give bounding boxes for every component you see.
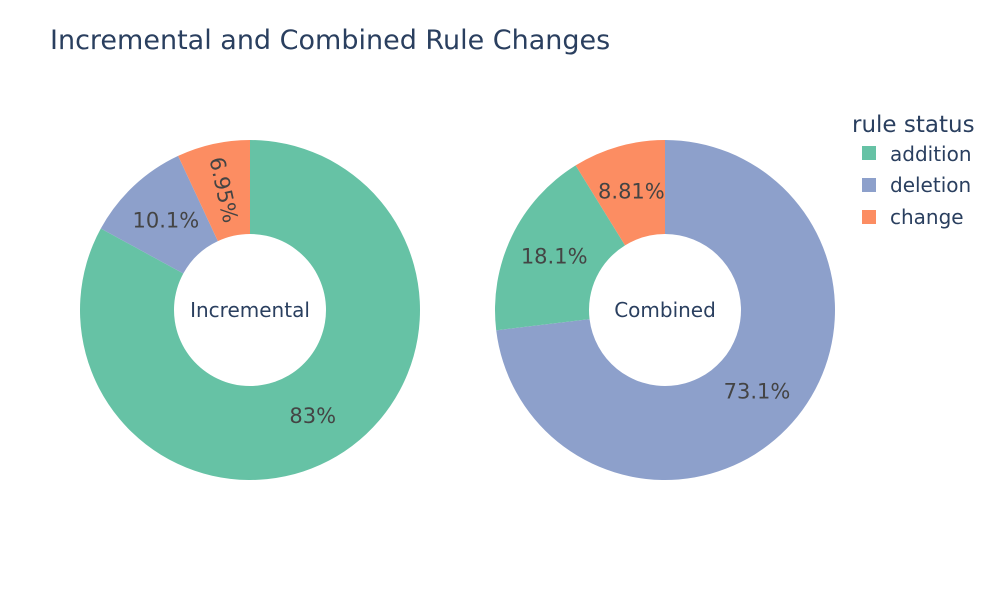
legend-swatch-addition [862,146,876,160]
slice-addition[interactable] [494,165,626,331]
donut-hole-label: Incremental [190,298,310,322]
donut-combined: 73.1% 18.1% 8.81% Combined [494,140,835,480]
slice-deletion[interactable] [100,155,218,274]
legend-swatch-change [862,210,876,224]
legend-title: rule status [852,112,975,138]
slice-deletion[interactable] [496,140,835,480]
legend-label-deletion: deletion [890,173,971,197]
donut-hole-label: Combined [614,298,716,322]
slice-label-change: 8.81% [598,180,665,204]
slice-addition[interactable] [80,140,420,480]
legend-item-deletion[interactable]: deletion [862,173,971,197]
donut-incremental: 83%10.1% 6.95%Incremental [80,140,420,480]
legend-item-change[interactable]: change [862,205,964,229]
legend-label-change: change [890,205,964,229]
legend: rule status addition deletion change [852,112,975,229]
slice-label-addition: 18.1% [521,245,588,269]
legend-label-addition: addition [890,142,972,166]
slice-change[interactable] [178,140,250,242]
slice-label-deletion: 10.1% [132,208,199,232]
slice-change[interactable] [575,140,665,246]
chart-title: Incremental and Combined Rule Changes [50,25,610,56]
legend-item-addition[interactable]: addition [862,142,972,166]
legend-swatch-deletion [862,178,876,192]
slice-label-deletion: 73.1% [724,380,791,404]
slice-label-addition: 83% [289,404,336,428]
